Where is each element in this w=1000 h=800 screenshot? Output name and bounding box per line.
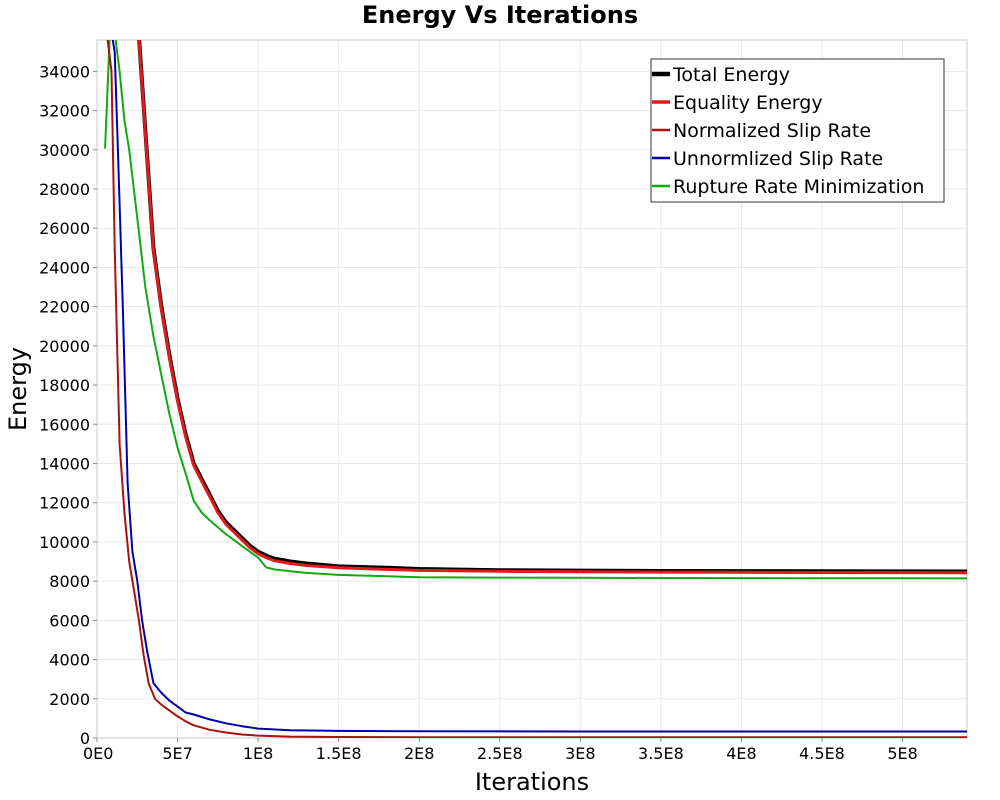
y-tick-label: 24000 <box>39 258 90 277</box>
legend-box <box>650 58 945 203</box>
y-tick-label: 0 <box>80 729 90 748</box>
legend-item: Total Energy <box>652 64 790 86</box>
y-tick-label: 18000 <box>39 376 90 395</box>
legend-label: Equality Energy <box>673 92 823 114</box>
y-tick-label: 14000 <box>39 455 90 474</box>
y-tick-label: 34000 <box>39 62 90 81</box>
legend: Total Energy Equality Energy Normalized Sl… <box>650 58 945 203</box>
x-tick-label: 4.5E8 <box>799 744 845 763</box>
y-tick-label: 20000 <box>39 337 90 356</box>
y-axis-title: Energy <box>4 347 32 431</box>
legend-label: Total Energy <box>672 64 790 86</box>
y-tick-label: 32000 <box>39 102 90 121</box>
series-lines <box>104 40 967 738</box>
y-tick-label: 12000 <box>39 494 90 513</box>
y-tick-label: 10000 <box>39 533 90 552</box>
legend-item: Equality Energy <box>652 92 823 114</box>
x-tick-label: 1.5E8 <box>316 744 362 763</box>
legend-label: Unnormlized Slip Rate <box>673 148 883 170</box>
y-axis-ticks: 0 2000 4000 6000 8000 10000 12000 14000 16000 180… <box>39 62 97 748</box>
x-tick-label: 1E8 <box>243 744 273 763</box>
x-tick-label: 4E8 <box>726 744 756 763</box>
x-tick-label: 3E8 <box>565 744 595 763</box>
x-tick-label: 3.5E8 <box>638 744 684 763</box>
y-tick-label: 4000 <box>49 651 90 670</box>
x-tick-label: 5E8 <box>887 744 917 763</box>
series-line-unnormlized-slip-rate <box>111 40 967 733</box>
y-tick-label: 2000 <box>49 690 90 709</box>
series-line-rupture-rate-minimization <box>104 40 967 580</box>
legend-label: Rupture Rate Minimization <box>673 176 924 198</box>
y-tick-label: 22000 <box>39 298 90 317</box>
y-tick-label: 8000 <box>49 572 90 591</box>
legend-item: Unnormlized Slip Rate <box>652 148 883 170</box>
legend-item: Rupture Rate Minimization <box>652 176 924 198</box>
legend-item: Normalized Slip Rate <box>652 120 871 142</box>
x-tick-label: 2.5E8 <box>477 744 523 763</box>
x-axis-ticks: 0E0 5E7 1E8 1.5E8 2E8 2.5E8 3E8 3.5E8 4E8 4.5E8 5E… <box>83 738 918 763</box>
x-tick-label: 0E0 <box>83 744 113 763</box>
y-tick-label: 30000 <box>39 141 90 160</box>
y-tick-label: 28000 <box>39 180 90 199</box>
x-tick-label: 2E8 <box>404 744 434 763</box>
x-tick-label: 5E7 <box>162 744 192 763</box>
x-axis-title: Iterations <box>475 768 589 796</box>
series-line-normalized-slip-rate <box>106 40 967 738</box>
legend-label: Normalized Slip Rate <box>673 120 871 142</box>
y-tick-label: 6000 <box>49 611 90 630</box>
y-tick-label: 26000 <box>39 219 90 238</box>
series-line-equality-energy <box>137 40 967 575</box>
y-tick-label: 16000 <box>39 415 90 434</box>
chart-title: Energy Vs Iterations <box>362 1 638 29</box>
